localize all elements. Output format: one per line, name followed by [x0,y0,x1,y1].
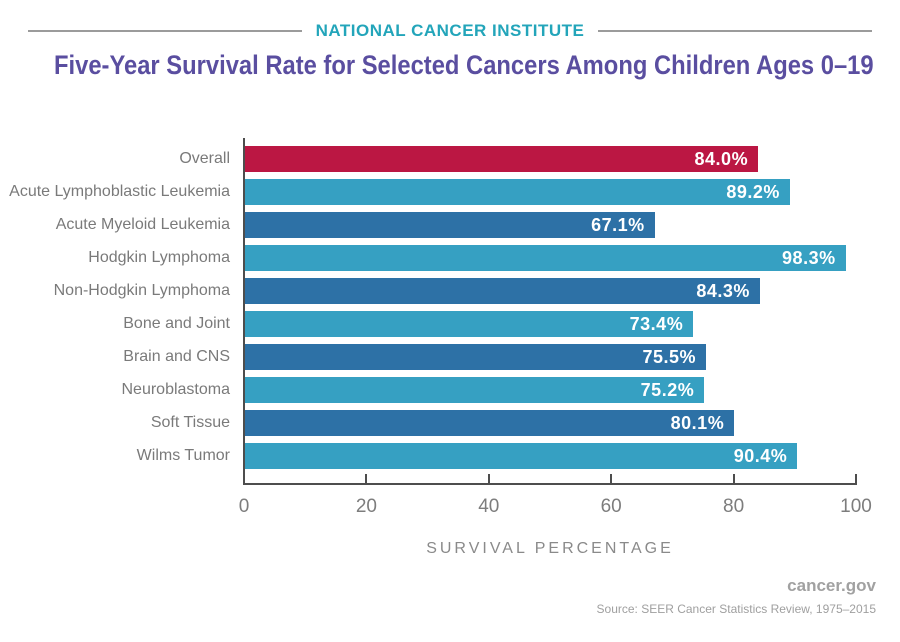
header: NATIONAL CANCER INSTITUTE [28,20,873,41]
footer-source: Source: SEER Cancer Statistics Review, 1… [596,602,876,616]
chart-row: Hodgkin Lymphoma 98.3% [0,245,856,271]
x-tick-label: 80 [723,496,745,517]
bar: 75.5% [244,344,707,370]
bar-value-label: 84.3% [696,280,750,301]
x-tick-label: 60 [600,496,622,517]
category-label: Hodgkin Lymphoma [88,249,230,266]
bar: 98.3% [244,245,846,271]
x-tick [732,474,735,483]
bar: 84.3% [244,278,760,304]
x-tick [487,474,490,483]
bar-value-label: 67.1% [591,214,645,235]
bar: 89.2% [244,179,790,205]
bar-track: 90.4% [244,443,856,469]
bar: 67.1% [244,212,655,238]
category-label: Acute Myeloid Leukemia [55,216,230,233]
bar: 80.1% [244,410,735,436]
bar-value-label: 80.1% [670,412,725,433]
chart-row: Neuroblastoma 75.2% [0,377,856,403]
bar-track: 84.3% [244,278,856,304]
chart-row: Soft Tissue 80.1% [0,410,856,436]
x-tick-label: 20 [355,496,377,517]
bar-track: 84.0% [244,146,856,172]
category-label: Soft Tissue [150,414,230,431]
bar: 75.2% [244,377,705,403]
bar-value-label: 90.4% [733,445,788,466]
header-kicker: NATIONAL CANCER INSTITUTE [315,20,585,40]
bar-value-label: 75.5% [642,346,697,367]
x-tick [610,474,613,483]
x-axis-title: SURVIVAL PERCENTAGE [426,540,674,557]
y-axis-line [243,138,245,485]
category-label: Bone and Joint [123,315,230,332]
chart-row: Overall 84.0% [0,146,856,172]
x-tick-label: 100 [840,496,872,517]
header-rule-right [598,29,873,32]
bar-value-label: 84.0% [694,148,749,169]
bar-track: 98.3% [244,245,856,271]
chart-row: Non-Hodgkin Lymphoma 84.3% [0,278,856,304]
category-label: Brain and CNS [123,348,230,365]
footer: cancer.gov Source: SEER Cancer Statistic… [597,576,876,616]
chart-row: Wilms Tumor 90.4% [0,443,856,469]
category-label: Overall [179,150,230,167]
category-label: Neuroblastoma [121,381,231,398]
bar-track: 75.5% [244,344,856,370]
bar-track: 75.2% [244,377,856,403]
chart-row: Acute Myeloid Leukemia 67.1% [0,212,856,238]
header-rule-left [28,29,302,32]
bar: 90.4% [244,443,798,469]
chart-row: Acute Lymphoblastic Leukemia 89.2% [0,179,856,205]
bar-value-label: 73.4% [629,313,684,334]
x-axis-line [243,483,857,485]
bar-track: 89.2% [244,179,856,205]
bar: 73.4% [244,311,694,337]
x-tick [243,474,245,483]
x-tick-label: 40 [478,496,500,517]
category-label: Non-Hodgkin Lymphoma [53,282,230,299]
category-label: Wilms Tumor [136,447,230,464]
bar-value-label: 89.2% [726,181,780,202]
x-tick-label: 0 [238,496,250,517]
bar-track: 80.1% [244,410,856,436]
chart-rows: Overall 84.0% Acute Lymphoblastic Leukem… [0,146,856,476]
bar: 84.0% [244,146,759,172]
x-tick [365,474,368,483]
x-tick [855,474,857,483]
chart-row: Brain and CNS 75.5% [0,344,856,370]
bar-value-label: 75.2% [640,379,695,400]
bar-track: 73.4% [244,311,856,337]
chart-row: Bone and Joint 73.4% [0,311,856,337]
bar-track: 67.1% [244,212,856,238]
footer-brand: cancer.gov [787,576,876,595]
category-label: Acute Lymphoblastic Leukemia [9,183,230,200]
page-title: Five-Year Survival Rate for Selected Can… [54,50,874,80]
bar-value-label: 98.3% [782,247,836,268]
